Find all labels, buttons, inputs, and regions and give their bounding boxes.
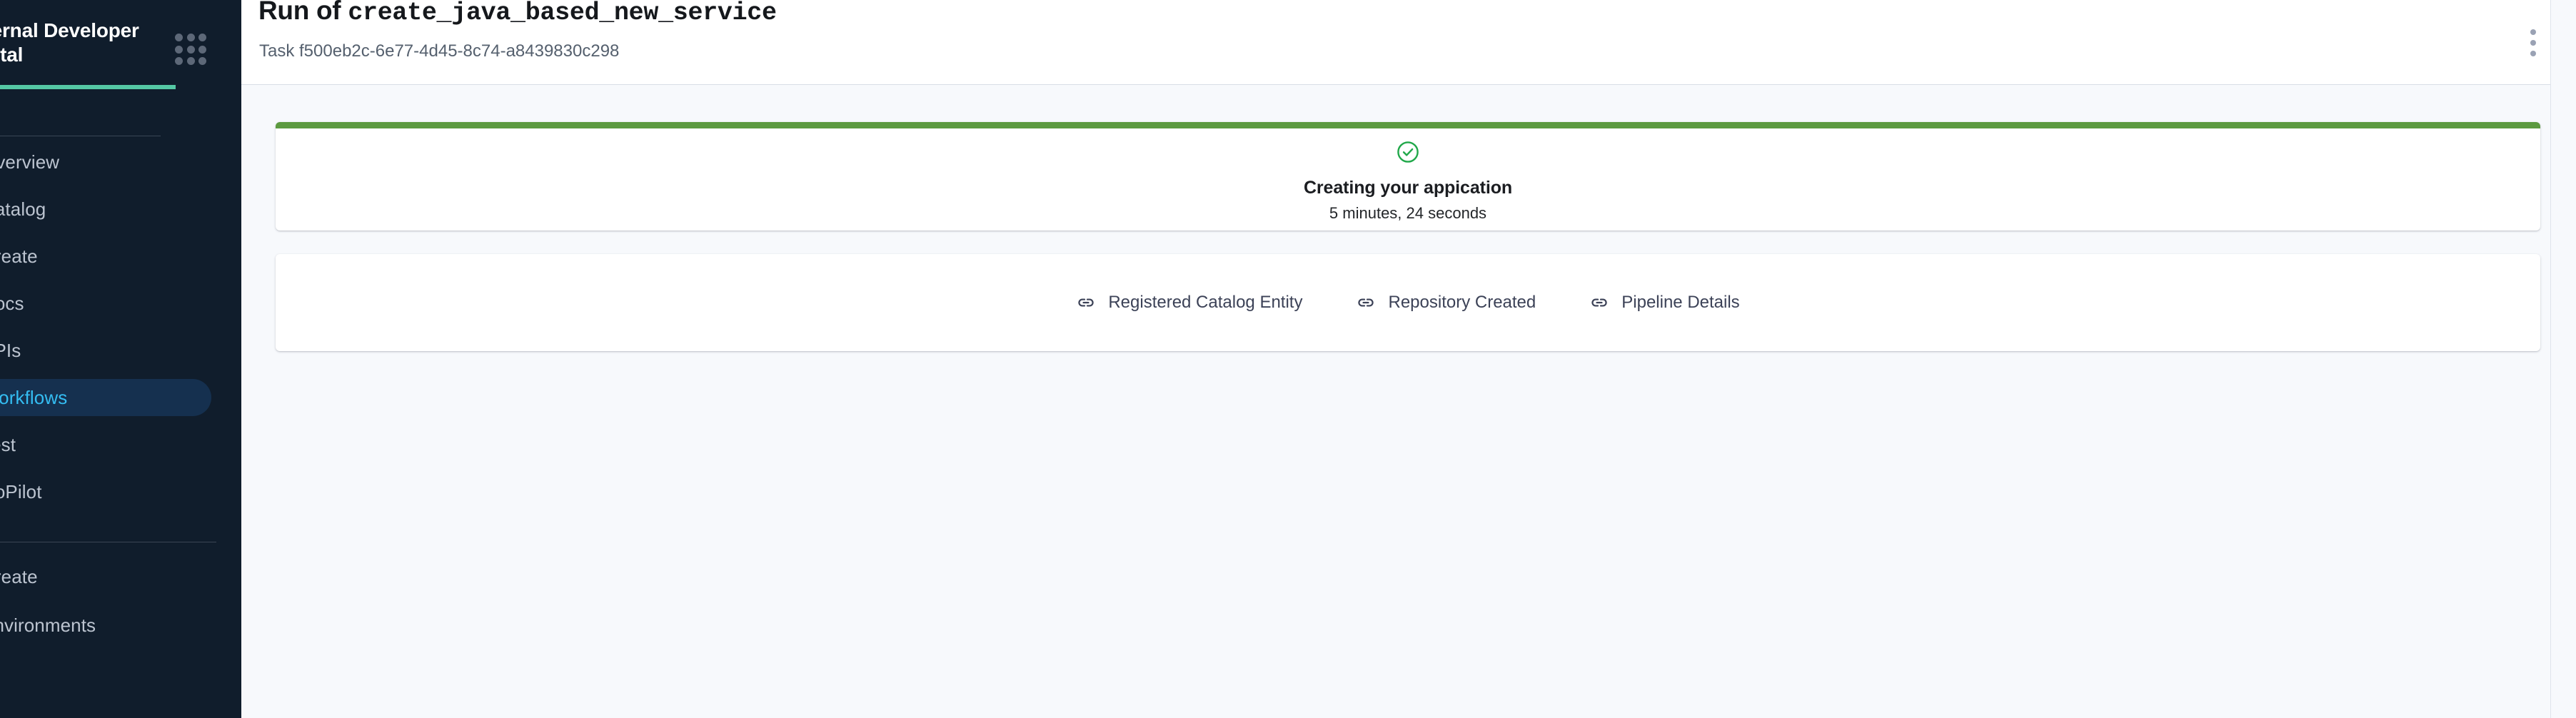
link-label: Pipeline Details (1621, 293, 1740, 312)
link-repository-created[interactable]: Repository Created (1356, 293, 1536, 313)
vertical-scrollbar-track[interactable] (2550, 0, 2576, 718)
sidebar-item-docs[interactable]: Docs (0, 285, 241, 322)
sidebar-item-test[interactable]: Test (0, 426, 241, 463)
sidebar-item-label: APIs (0, 339, 21, 361)
link-label: Registered Catalog Entity (1108, 293, 1303, 312)
sidebar-primary-nav: Overview Catalog Create Docs APIs Workfl… (0, 136, 241, 510)
grid-dot (198, 34, 207, 41)
status-title: Creating your appication (1303, 177, 1513, 198)
sidebar: Internal Developer Portal Overview Catal… (0, 0, 241, 718)
grid-dot (198, 45, 207, 54)
brand-accent-underline (0, 85, 176, 89)
grid-dot (186, 45, 195, 54)
link-icon (1358, 298, 1374, 307)
kebab-dot (2530, 40, 2536, 46)
link-label: Repository Created (1388, 293, 1536, 312)
status-duration: 5 minutes, 24 seconds (1329, 203, 1487, 222)
page-header: Run of create_java_based_new_service Tas… (241, 0, 2576, 85)
link-icon (1591, 298, 1607, 307)
grid-dot (198, 57, 207, 66)
sidebar-item-label: Docs (0, 292, 24, 314)
sidebar-item-create-secondary[interactable]: Create (0, 558, 241, 595)
sidebar-item-label: Workflows (0, 386, 68, 408)
sidebar-item-label: CoPilot (0, 480, 42, 502)
grid-dot (186, 34, 195, 41)
apps-grid-icon[interactable] (173, 32, 209, 68)
kebab-dot (2530, 51, 2536, 56)
grid-dot (175, 57, 183, 66)
output-links-card: Registered Catalog Entity Repository Cre… (276, 254, 2540, 351)
link-pipeline-details[interactable]: Pipeline Details (1589, 293, 1740, 313)
sidebar-item-label: Create (0, 565, 38, 587)
sidebar-item-apis[interactable]: APIs (0, 332, 241, 369)
brand-title: Internal Developer Portal (0, 19, 139, 66)
sidebar-item-label: Overview (0, 151, 60, 173)
sidebar-item-label: Catalog (0, 198, 46, 220)
status-body: Creating your appication 5 minutes, 24 s… (276, 128, 2540, 231)
kebab-dot (2530, 29, 2536, 35)
sidebar-item-label: Create (0, 245, 38, 267)
sidebar-item-overview[interactable]: Overview (0, 143, 241, 181)
page-title-prefix: Run of (258, 0, 348, 25)
link-registered-catalog-entity[interactable]: Registered Catalog Entity (1076, 293, 1302, 313)
link-icon (1078, 298, 1094, 307)
sidebar-item-workflows[interactable]: Workflows (0, 379, 211, 416)
sidebar-item-catalog[interactable]: Catalog (0, 191, 241, 228)
sidebar-item-environments[interactable]: Environments (0, 607, 241, 644)
progress-bar (276, 122, 2540, 128)
sidebar-item-create[interactable]: Create (0, 238, 241, 275)
check-circle-icon (1397, 141, 1419, 163)
sidebar-item-label: Test (0, 433, 16, 455)
kebab-menu-icon[interactable] (2520, 20, 2546, 66)
grid-dot (175, 45, 183, 54)
main-content: Creating your appication 5 minutes, 24 s… (241, 85, 2576, 718)
grid-dot (175, 34, 183, 41)
output-links-row: Registered Catalog Entity Repository Cre… (1076, 293, 1740, 313)
run-status-card: Creating your appication 5 minutes, 24 s… (276, 122, 2540, 231)
page-title-workflow-name: create_java_based_new_service (348, 0, 777, 27)
sidebar-secondary-nav: Create Environments (0, 542, 241, 644)
sidebar-brand: Internal Developer Portal (0, 0, 241, 89)
grid-dot (186, 57, 195, 66)
sidebar-item-label: Environments (0, 614, 96, 636)
page-title: Run of create_java_based_new_service (258, 0, 777, 27)
task-id-subtitle: Task f500eb2c-6e77-4d45-8c74-a8439830c29… (259, 41, 620, 61)
sidebar-item-copilot[interactable]: CoPilot (0, 473, 241, 510)
